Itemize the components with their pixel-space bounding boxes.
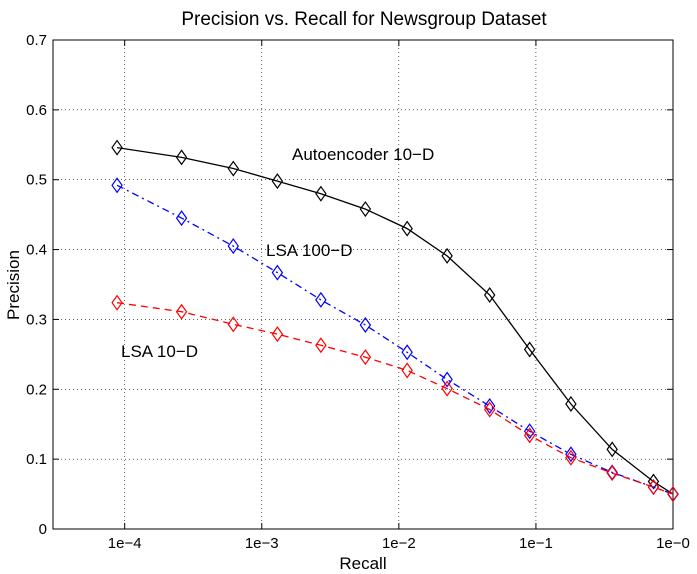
data-point-autoencoder-10-d xyxy=(315,185,327,202)
data-point-lsa-10-d xyxy=(315,337,327,354)
series-line-autoencoder-10-d xyxy=(117,146,674,495)
data-point-lsa-10-d xyxy=(606,465,618,482)
data-point-lsa-10-d xyxy=(227,316,240,333)
axis-ticks: 1e−4 1e−3 1e−2 1e−1 1e−0 0 0.1 0.2 0.3 0.4 0.5 0.6 0… xyxy=(26,32,690,552)
series-autoencoder-10-d xyxy=(111,139,679,503)
x-tick-label: 1e−4 xyxy=(108,535,142,552)
data-point-autoencoder-10-d xyxy=(647,473,660,490)
data-point-lsa-100-d xyxy=(565,446,577,463)
data-point-lsa-10-d xyxy=(271,326,284,343)
data-point-lsa-10-d xyxy=(441,380,453,397)
data-point-lsa-10-d xyxy=(111,294,123,311)
data-point-lsa-100-d xyxy=(175,210,188,227)
series-lsa-100-d xyxy=(111,177,679,503)
y-tick-label: 0.6 xyxy=(26,102,47,119)
data-point-autoencoder-10-d xyxy=(483,286,496,304)
annotation-lsa-100d: LSA 100−D xyxy=(266,241,353,260)
series-layer xyxy=(111,139,679,503)
data-point-lsa-100-d xyxy=(441,371,453,388)
data-point-lsa-10-d xyxy=(523,427,536,444)
y-tick-label: 0.7 xyxy=(26,32,47,49)
data-point-autoencoder-10-d xyxy=(565,395,577,412)
data-point-lsa-10-d xyxy=(565,449,577,466)
series-line-lsa-10-d xyxy=(117,302,674,495)
annotation-lsa-10d: LSA 10−D xyxy=(121,342,198,361)
series-lsa-10-d xyxy=(111,294,679,503)
series-line-lsa-100-d xyxy=(116,184,674,495)
y-tick-label: 0.5 xyxy=(26,172,47,189)
data-point-autoencoder-10-d xyxy=(359,201,372,218)
data-point-lsa-100-d xyxy=(111,177,123,194)
data-point-lsa-100-d xyxy=(483,398,496,415)
y-tick-label: 0.4 xyxy=(26,242,47,259)
y-tick-label: 0 xyxy=(39,521,47,538)
y-axis-label: Precision xyxy=(4,250,23,320)
x-tick-label: 1e−1 xyxy=(519,535,553,552)
data-point-autoencoder-10-d xyxy=(401,220,413,237)
data-point-autoencoder-10-d xyxy=(271,173,284,190)
data-point-lsa-100-d xyxy=(401,344,413,361)
chart-title: Precision vs. Recall for Newsgroup Datas… xyxy=(181,9,547,30)
x-tick-label: 1e−2 xyxy=(382,535,416,552)
plot-area-frame xyxy=(52,39,674,530)
grid xyxy=(53,40,674,529)
data-point-lsa-10-d xyxy=(667,486,679,503)
x-tick-label: 1e−0 xyxy=(656,535,690,552)
data-point-autoencoder-10-d xyxy=(523,341,536,358)
x-tick-label: 1e−3 xyxy=(245,535,279,552)
data-point-autoencoder-10-d xyxy=(227,160,240,177)
data-point-lsa-100-d xyxy=(359,316,372,334)
data-point-lsa-100-d xyxy=(227,238,240,255)
annotation-autoencoder-10d: Autoencoder 10−D xyxy=(292,145,434,164)
data-point-lsa-10-d xyxy=(647,479,660,496)
data-point-autoencoder-10-d xyxy=(441,247,453,264)
data-point-autoencoder-10-d xyxy=(175,149,188,166)
data-point-lsa-100-d xyxy=(315,291,327,308)
data-point-lsa-100-d xyxy=(523,423,536,440)
y-tick-label: 0.2 xyxy=(26,381,47,398)
data-point-autoencoder-10-d xyxy=(606,441,618,458)
data-point-lsa-10-d xyxy=(401,362,413,379)
y-tick-label: 0.3 xyxy=(26,311,47,328)
data-point-lsa-10-d xyxy=(483,401,496,418)
data-point-autoencoder-10-d xyxy=(111,139,123,156)
data-point-lsa-100-d xyxy=(271,264,284,281)
y-tick-label: 0.1 xyxy=(26,451,47,468)
data-point-lsa-10-d xyxy=(359,349,372,366)
x-axis-label: Recall xyxy=(339,554,386,573)
data-point-lsa-10-d xyxy=(175,303,188,320)
